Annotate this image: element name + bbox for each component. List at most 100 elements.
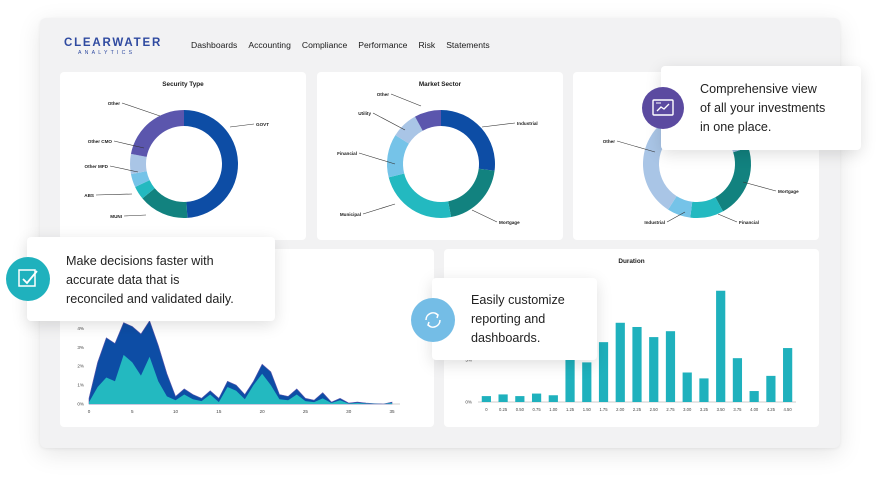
investments-callout-line-2: of all your investments <box>700 101 826 115</box>
leader-line <box>358 152 396 165</box>
x-tick-label: 2.75 <box>666 407 675 412</box>
leader-line <box>666 211 686 223</box>
leader-line <box>390 93 422 107</box>
duration-bar-2-25[interactable] <box>632 326 642 402</box>
duration-bar-2-00[interactable] <box>615 322 625 402</box>
nav-dashboards[interactable]: Dashboards <box>191 40 238 50</box>
duration-bar-0-75[interactable] <box>531 393 542 402</box>
x-tick-label: 15 <box>216 409 222 414</box>
duration-bar-1-75[interactable] <box>598 342 609 402</box>
donut-label-mortgage: Mortgage <box>499 220 520 225</box>
logo-wordmark: CLEARWATER <box>64 37 163 49</box>
x-tick-label: 1.75 <box>599 407 608 412</box>
duration-bar-3-25[interactable] <box>699 378 709 402</box>
leader-line <box>481 122 516 128</box>
duration-bar-3-75[interactable] <box>732 358 743 402</box>
x-tick-label: 3.00 <box>683 407 692 412</box>
dashboard-icon <box>642 87 684 129</box>
decisions-callout: Make decisions faster with accurate data… <box>27 237 275 321</box>
duration-bar-3-50[interactable] <box>716 290 726 402</box>
duration-bar-0-50[interactable] <box>515 396 525 402</box>
decisions-callout-line-3: reconciled and validated daily. <box>66 292 234 306</box>
duration-bar-1-00[interactable] <box>548 395 558 402</box>
investments-callout: Comprehensive view of all your investmen… <box>661 66 861 150</box>
x-tick-label: 30 <box>346 409 352 414</box>
duration-bar-4-25[interactable] <box>766 375 776 402</box>
leader-line <box>113 140 145 149</box>
x-tick-label: 3.25 <box>700 407 709 412</box>
donut-label-other-mfd: Other MFD <box>85 164 109 169</box>
donut-slice-govt[interactable] <box>184 110 239 218</box>
donut-slice-other-mfd[interactable] <box>130 171 150 187</box>
clearwater-logo[interactable]: CLEARWATER ANALYTICS <box>64 37 162 56</box>
donut-slice-muni[interactable] <box>142 188 188 219</box>
donut-slice-mortgage[interactable] <box>715 147 751 212</box>
x-tick-label: 4.00 <box>750 407 759 412</box>
duration-bar-2-75[interactable] <box>665 331 676 402</box>
area-series-2[interactable] <box>89 354 392 404</box>
duration-bar-0[interactable] <box>481 396 491 402</box>
donut-label-mortgage: Mortgage <box>778 189 799 194</box>
investments-callout-line-3: in one place. <box>700 120 772 134</box>
market-sector-title: Market Sector <box>418 81 462 88</box>
x-tick-label: 2.50 <box>650 407 659 412</box>
donut-label-govt: GOVT <box>256 122 269 127</box>
donut-slice-financial[interactable] <box>690 197 724 218</box>
donut-slice-municipal[interactable] <box>388 173 452 218</box>
nav-performance[interactable]: Performance <box>358 40 408 50</box>
duration-bar-3-00[interactable] <box>682 372 692 403</box>
x-tick-label: 4.50 <box>784 407 793 412</box>
donut-label-financial: Financial <box>337 151 357 156</box>
duration-bar-2-50[interactable] <box>649 337 659 402</box>
duration-bar-1-50[interactable] <box>582 362 592 402</box>
security-type-card: Security Type GOVT MUNI ABS Other MFD Other … <box>60 72 306 240</box>
donut-slice-other[interactable] <box>414 110 441 131</box>
y-tick-label: 1% <box>77 383 84 388</box>
main-nav: Dashboards Accounting Compliance Perform… <box>191 40 490 50</box>
x-tick-label: 0 <box>485 407 488 412</box>
leader-line <box>616 140 656 153</box>
x-tick-label: 0.75 <box>533 407 542 412</box>
donut-slice-other-cmo[interactable] <box>130 153 147 175</box>
refresh-icon <box>411 298 455 342</box>
y-tick-label: 0% <box>465 400 472 405</box>
nav-statements[interactable]: Statements <box>446 40 490 50</box>
decisions-callout-line-1: Make decisions faster with <box>66 254 214 268</box>
leader-line <box>95 193 133 196</box>
y-tick-label: 0% <box>77 402 84 407</box>
donut-slice-other[interactable] <box>130 110 184 157</box>
x-tick-label: 2.25 <box>633 407 642 412</box>
donut-label-other: Other <box>603 139 615 144</box>
nav-compliance[interactable]: Compliance <box>301 40 348 50</box>
donut-label-municipal: Municipal <box>340 212 361 217</box>
duration-bar-4-50[interactable] <box>783 348 793 402</box>
donut-slice-financial[interactable] <box>387 135 409 178</box>
nav-accounting[interactable]: Accounting <box>248 40 291 50</box>
donut-slice-utility[interactable] <box>395 116 423 144</box>
checkmark-icon <box>6 257 50 301</box>
leader-line <box>362 203 396 215</box>
customize-callout-line-3: dashboards. <box>471 331 541 345</box>
donut-slice-industrial[interactable] <box>668 196 693 218</box>
donut-slice-mortgage[interactable] <box>448 168 495 218</box>
leader-line <box>121 102 161 117</box>
duration-bar-1-25[interactable] <box>565 359 575 402</box>
duration-bar-4-00[interactable] <box>749 391 759 402</box>
area-chart: 0% 1% 2% 3% 4% 0 5 10 15 20 25 30 35 <box>77 320 400 414</box>
security-type-donut-chart: GOVT MUNI ABS Other MFD Other CMO Other <box>84 101 269 219</box>
customize-callout-line-1: Easily customize <box>471 293 565 307</box>
donut-label-industrial: Industrial <box>517 121 538 126</box>
investments-callout-line-1: Comprehensive view <box>700 82 817 96</box>
duration-title: Duration <box>618 258 645 265</box>
security-type-title: Security Type <box>162 81 204 88</box>
x-tick-label: 0 <box>88 409 91 414</box>
x-tick-label: 0.25 <box>499 407 508 412</box>
leader-line <box>742 181 777 192</box>
duration-bar-0-25[interactable] <box>498 394 508 402</box>
x-tick-label: 20 <box>260 409 266 414</box>
area-series-1[interactable] <box>88 320 393 405</box>
donut-slice-industrial[interactable] <box>441 110 495 171</box>
donut-slice-abs[interactable] <box>135 180 155 199</box>
nav-risk[interactable]: Risk <box>418 40 436 50</box>
x-tick-label: 3.50 <box>717 407 726 412</box>
